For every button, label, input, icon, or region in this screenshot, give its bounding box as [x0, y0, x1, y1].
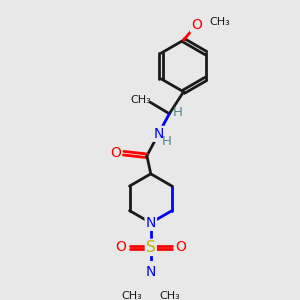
Text: O: O [110, 146, 121, 160]
Text: CH₃: CH₃ [130, 94, 151, 104]
Text: N: N [146, 265, 156, 279]
Text: N: N [146, 216, 156, 230]
Text: CH₃: CH₃ [160, 291, 181, 300]
Text: O: O [191, 18, 202, 32]
Text: N: N [153, 127, 164, 141]
Text: H: H [173, 106, 182, 119]
Text: O: O [115, 240, 126, 254]
Text: S: S [146, 240, 156, 255]
Text: O: O [176, 240, 186, 254]
Text: H: H [161, 135, 171, 148]
Text: CH₃: CH₃ [121, 291, 142, 300]
Text: CH₃: CH₃ [210, 17, 231, 27]
